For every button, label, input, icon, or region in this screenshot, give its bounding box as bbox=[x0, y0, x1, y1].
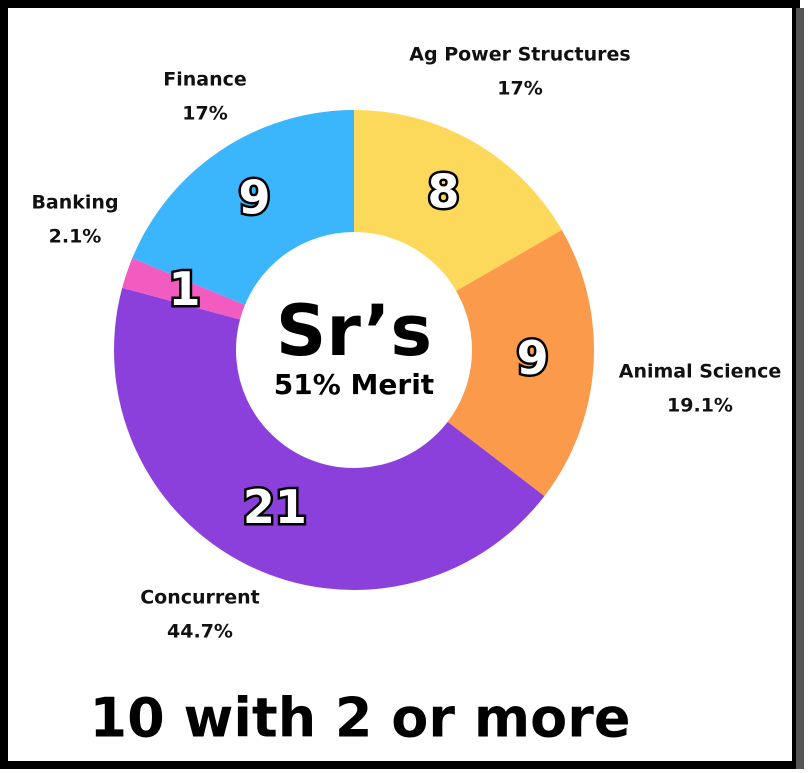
slice bbox=[354, 110, 562, 291]
center-subtitle: 51% Merit bbox=[274, 368, 434, 401]
slice-count: 8 bbox=[427, 164, 459, 218]
footer: 10 with 2 or more bbox=[90, 687, 631, 750]
percent-label: 2.1% bbox=[49, 226, 102, 248]
slice-count: 21 bbox=[243, 480, 307, 534]
slice-count: 1 bbox=[168, 262, 200, 316]
center-title: Sr’s bbox=[276, 290, 432, 372]
slice bbox=[122, 258, 245, 320]
percent-label: 17% bbox=[497, 78, 542, 100]
percent-label: 17% bbox=[182, 103, 227, 125]
slice bbox=[447, 230, 594, 497]
category-label: Animal Science bbox=[619, 361, 782, 383]
category-label: Concurrent bbox=[140, 587, 260, 609]
category-label: Ag Power Structures bbox=[409, 44, 630, 66]
frame-shadow bbox=[796, 8, 804, 769]
percent-label: 44.7% bbox=[167, 621, 233, 643]
slice-count: 9 bbox=[239, 171, 271, 225]
category-label: Finance bbox=[163, 69, 247, 91]
slice-count: 9 bbox=[517, 331, 549, 385]
slices bbox=[113, 110, 594, 591]
percent-label: 19.1% bbox=[667, 395, 733, 417]
category-label: Banking bbox=[31, 192, 118, 214]
slice bbox=[113, 287, 545, 591]
slice bbox=[132, 110, 354, 305]
